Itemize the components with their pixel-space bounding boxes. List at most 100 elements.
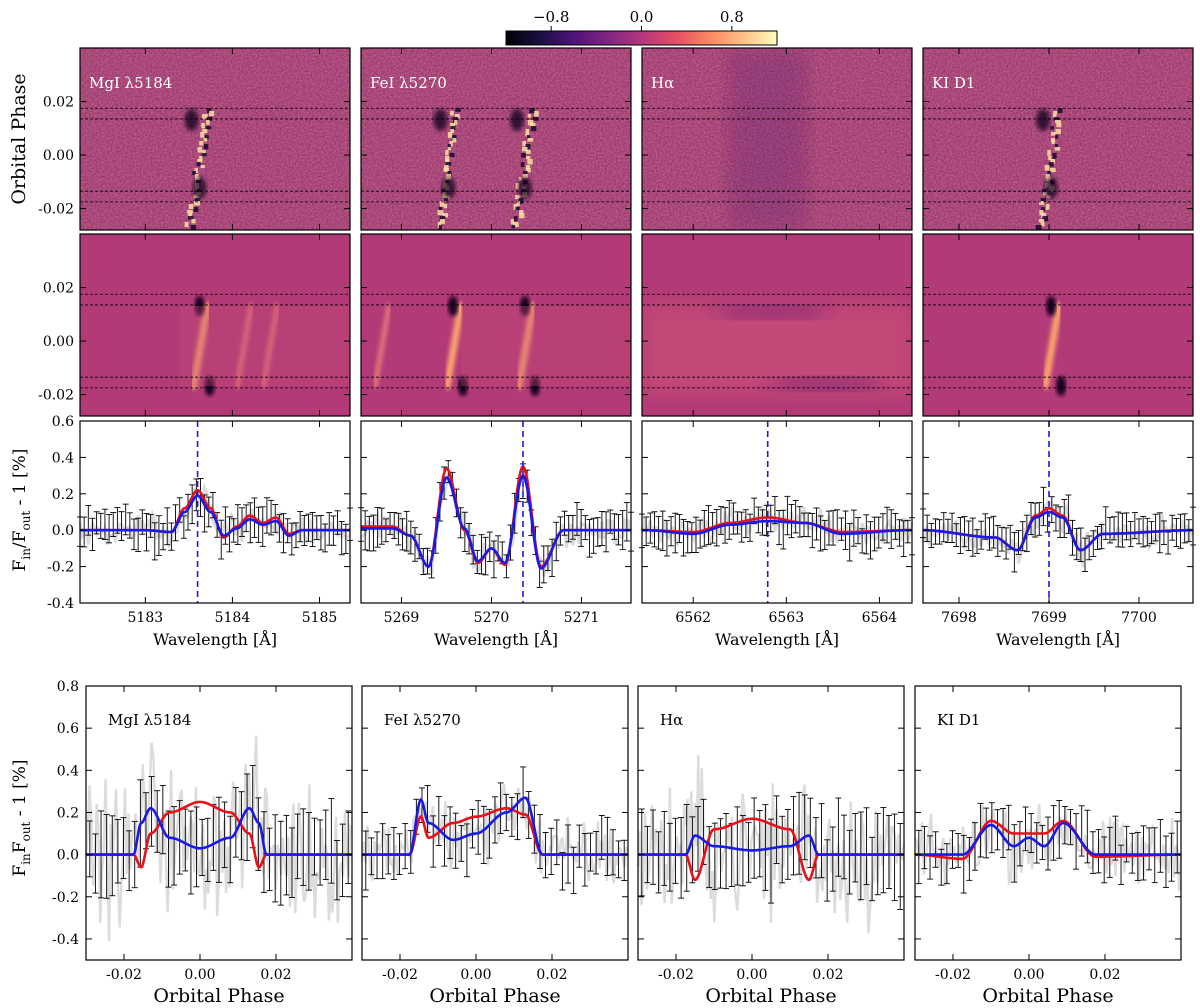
streak-pixel [525,132,530,137]
lightcurve-panel-mg [84,735,354,942]
dark-blob-bottom [1044,177,1058,199]
streak-pixel [447,132,453,138]
panel-frame [641,47,913,231]
streak-pixel [518,198,524,204]
streak-pixel [527,138,534,142]
streak-pixel [203,144,209,150]
colorbar-tick-label: 0.0 [630,8,654,26]
streak-pixel [200,132,205,138]
panel-frame [360,420,632,604]
blue-model-line [923,510,1193,552]
model-dark-top [448,296,458,316]
streak-pixel [447,144,451,149]
wavelength-axis-label: Wavelength [Å] [715,629,839,649]
streak-pixel [521,153,526,158]
streak-pixel [193,201,200,206]
streak-pixel [513,216,518,222]
streak-pixel [1056,123,1062,128]
wavelength-axis-label: Wavelength [Å] [434,629,558,649]
model-maps-row: 0.02 0.00 -0.02 [38,233,1194,417]
light-curves-row: MgI λ5184 -0.02 0.00 0.02 Orbital Phase FeI λ… [52,679,1183,1007]
streak-pixel [510,219,514,225]
streak-pixel [534,111,539,117]
streak-pixel [1039,201,1045,205]
panel-frame [922,420,1194,604]
wavelength-tick-label: 7700 [1121,610,1157,626]
streak-pixel [1038,219,1045,223]
spectrum-noise-band [360,469,633,577]
row1-ytick-label: 0.02 [43,95,74,111]
model-background [80,234,350,416]
model-map-ha [642,234,912,416]
streak-pixel [522,147,528,152]
streak-pixel [200,165,205,169]
transmission-spectra-row: 5183 5184 5185 Wavelength [Å] 5269 5270 5271 Wa… [47,414,1196,649]
streak-pixel [516,201,520,207]
wavelength-tick-label: 5183 [128,610,164,626]
streak-pixel [201,153,207,157]
streak-pixel [188,204,194,210]
streak-pixel [450,111,454,116]
phase-tick-label: 0.00 [1013,967,1044,983]
panel-frame [360,47,632,231]
streak-pixel [202,129,208,134]
streak-pixel [1050,168,1056,173]
model-streak-bright [1041,302,1063,390]
phase-tick-label: -0.02 [106,967,142,983]
streak-pixel [445,159,449,165]
colorbar-ticks: −0.8 0.0 0.8 [533,8,744,31]
streak-pixel [439,216,446,220]
model-map-mg [80,234,350,416]
streak-pixel [445,162,452,166]
blue-model-line [638,834,904,856]
streak-pixel [1053,111,1058,115]
streak-pixel [447,147,452,151]
phase-tick-label: 0.02 [536,967,567,983]
row3-ytick-label: 0.2 [52,487,74,503]
streak-pixel [194,198,200,202]
wavelength-tick-label: 6562 [675,610,711,626]
streak-pixel [1040,222,1045,227]
streak-pixel [454,120,458,125]
streak-pixel [455,108,461,112]
model-streak-bright [372,303,392,389]
streak-pixel [201,123,205,129]
streak-pixel [1052,114,1057,118]
observed-maps-row: MgI λ5184 FeI λ5270 Hα KI D1 0.02 0.00 -0.02 [38,47,1194,231]
streak-pixel [522,174,528,178]
streak-pixel [196,162,201,167]
row4-ytick-label: 0.0 [57,848,79,864]
model-dark-bottom [204,376,215,396]
panel-label-mg: MgI λ5184 [89,74,172,92]
blue-model-line [915,821,1181,856]
streak-pixel [443,204,448,209]
dark-blob-top [1036,109,1050,131]
row3-ytick-label: 0.6 [52,414,74,430]
wavelength-tick-label: 6564 [862,610,898,626]
panel-label-k: KI D1 [932,74,975,92]
streak-pixel [199,156,203,162]
row3-ylabel: Fin/Fout - 1 [%] [10,449,33,572]
streak-pixel [449,153,455,158]
row3-ytick-label: 0.4 [52,450,74,466]
streak-pixel [1050,159,1056,164]
streak-pixel [204,135,209,140]
streak-pixel [438,207,443,213]
streak-pixel [1047,150,1051,156]
model-dark-bottom [1056,376,1066,396]
panel-frame [914,685,1182,961]
lightcurve-label-k: KI D1 [937,711,980,729]
panel-frame [922,47,1194,231]
phase-tick-label: 0.02 [260,967,291,983]
colorbar-tick-label: −0.8 [533,8,569,26]
streak-pixel [1048,156,1052,161]
streak-pixel [1041,207,1045,212]
streak-pixel [1051,132,1056,136]
blue-model-line [362,796,628,856]
phase-tick-label: 0.02 [1089,967,1120,983]
streak-pixel [1050,126,1054,130]
streak-pixel [191,219,196,224]
panel-frame [79,47,351,231]
streak-pixel [1047,171,1051,176]
streak-pixel [1055,120,1061,124]
